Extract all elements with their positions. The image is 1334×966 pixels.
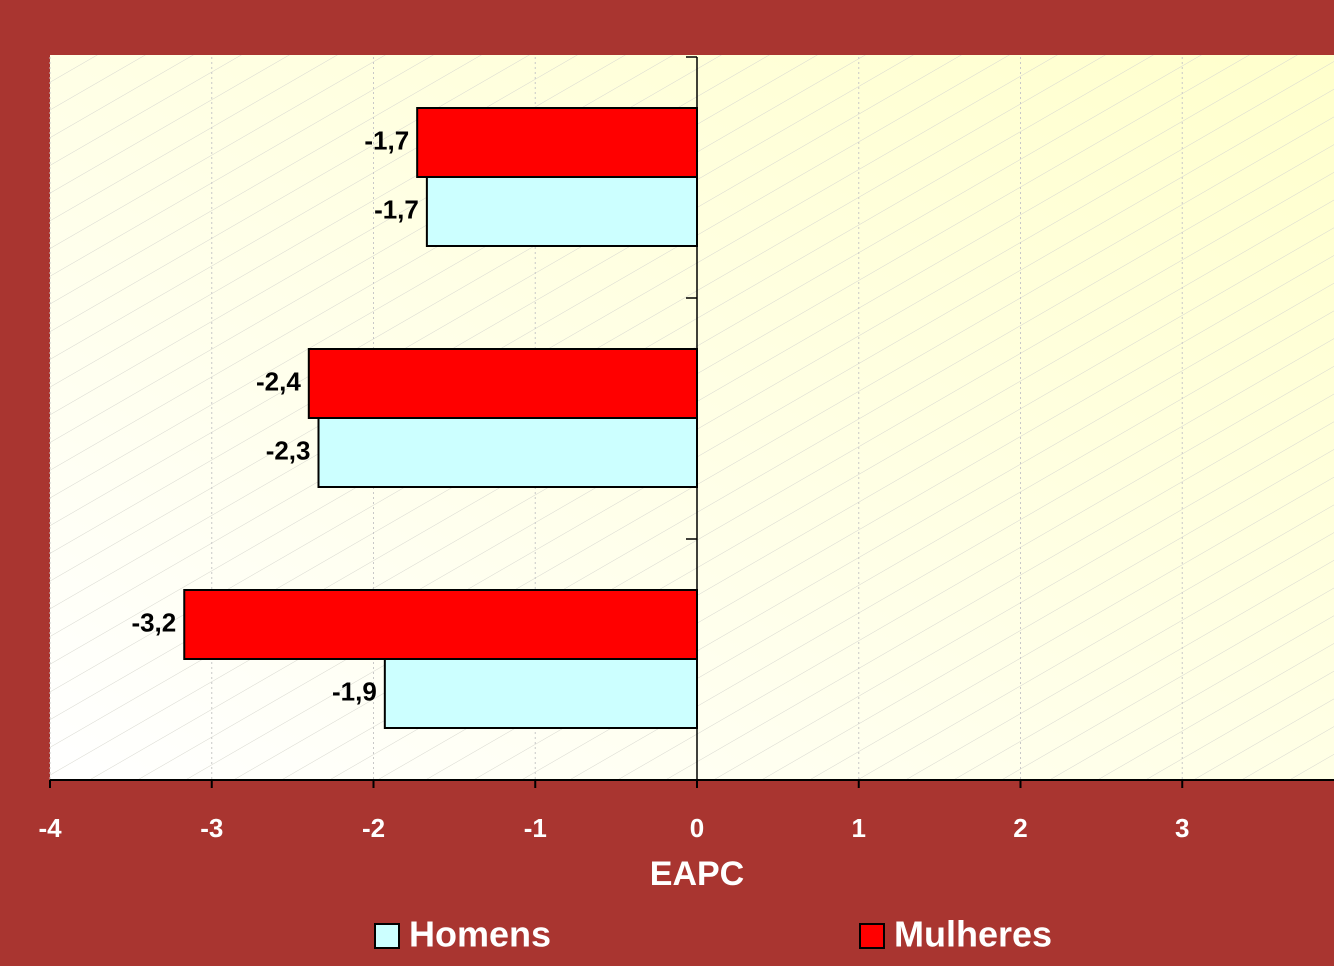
x-tick-label: 0 — [690, 813, 704, 843]
x-tick-label: 3 — [1175, 813, 1189, 843]
bar — [183, 589, 698, 660]
legend-label: Mulheres — [894, 914, 1052, 955]
value-label: -1,7 — [364, 125, 409, 155]
x-tick-label: -1 — [524, 813, 547, 843]
value-label: -2,3 — [266, 435, 311, 465]
bar — [416, 107, 698, 178]
x-tick-label: -2 — [362, 813, 385, 843]
value-label: -3,2 — [131, 607, 176, 637]
x-tick-label: 2 — [1013, 813, 1027, 843]
legend-swatch — [859, 923, 885, 949]
legend-label: Homens — [409, 914, 551, 955]
x-tick-label: -4 — [38, 813, 62, 843]
legend-swatch — [374, 923, 400, 949]
value-label: -1,9 — [332, 676, 377, 706]
x-tick-label: -3 — [200, 813, 223, 843]
value-label: -1,7 — [374, 194, 419, 224]
bar — [383, 658, 698, 729]
bar — [317, 417, 698, 488]
bar — [425, 176, 698, 247]
x-axis-label: EAPC — [650, 855, 744, 893]
x-tick-label: 1 — [852, 813, 866, 843]
value-label: -2,4 — [256, 366, 301, 396]
bar — [307, 348, 698, 419]
